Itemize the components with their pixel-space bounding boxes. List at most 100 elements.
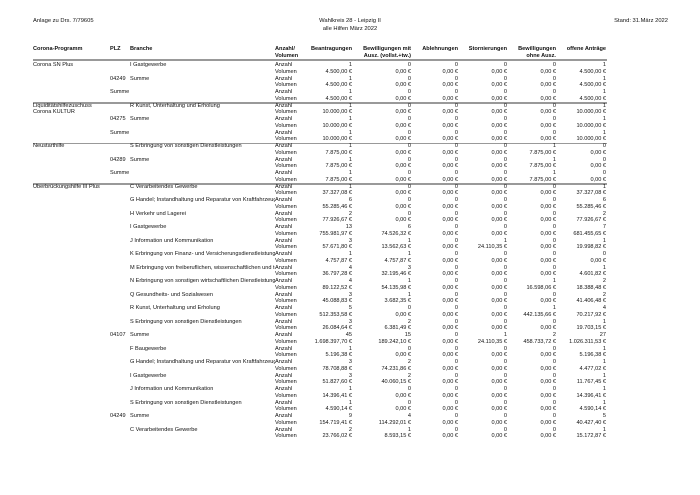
- volumen-value: 4.500,00 €: [325, 82, 352, 89]
- anzahl-value: 5: [348, 305, 352, 311]
- volumen-value: 0,00 €: [442, 68, 458, 75]
- table-row: Corona SN Plus I Gastgewerbe Anzahl 1 0 0 0 0 1: [0, 62, 700, 69]
- anzahl-value: 0: [503, 89, 507, 95]
- measure-label: Volumen: [275, 406, 297, 413]
- volumen-value: 24.110,35 €: [477, 338, 507, 345]
- table-row: Neustarthilfe S Erbringung von sonstigen …: [0, 143, 700, 150]
- anzahl-value: 0: [454, 345, 458, 352]
- table-row: Volumen 4.500,00 € 0,00 € 0,00 € 0,00 € 0,00 …: [0, 82, 700, 89]
- anzahl-value: 3: [348, 237, 352, 244]
- table-row: Volumen 7.875,00 € 0,00 € 0,00 € 0,00 € 7.875…: [0, 163, 700, 170]
- volumen-value: 3.682,35 €: [384, 298, 411, 305]
- anzahl-value: 0: [503, 197, 507, 203]
- measure-label: Volumen: [275, 163, 297, 170]
- anzahl-value: 0: [407, 156, 411, 163]
- measure-label: Volumen: [275, 284, 297, 291]
- anzahl-value: 1: [602, 237, 606, 244]
- volumen-value: 0,00 €: [491, 203, 507, 210]
- volumen-value: 1.026.311,53 €: [569, 338, 606, 345]
- volumen-value: 24.110,35 €: [477, 244, 507, 251]
- volumen-value: 57.671,80 €: [322, 244, 352, 251]
- volumen-value: 78.708,88 €: [322, 365, 352, 372]
- table-row: Volumen 36.797,28 € 32.195,46 € 0,00 € 0,00 …: [0, 271, 700, 278]
- volumen-value: 512.353,58 €: [319, 311, 352, 318]
- anzahl-value: 1: [407, 251, 411, 257]
- anzahl-value: 0: [552, 75, 556, 82]
- volumen-value: 0,00 €: [540, 352, 556, 359]
- volumen-value: 40.060,15 €: [381, 379, 411, 386]
- volumen-value: 0,00 €: [442, 311, 458, 318]
- volumen-value: 0,00 €: [590, 257, 606, 264]
- volumen-value: 755.981,97 €: [319, 230, 352, 237]
- volumen-value: 0,00 €: [395, 122, 411, 129]
- anzahl-value: 0: [552, 224, 556, 230]
- anzahl-value: 0: [503, 345, 507, 352]
- volumen-value: 0,00 €: [491, 284, 507, 291]
- volumen-value: 37.327,08 €: [322, 190, 352, 197]
- anzahl-value: 0: [454, 62, 458, 68]
- anzahl-value: 1: [348, 143, 352, 149]
- volumen-value: 0,00 €: [442, 163, 458, 170]
- anzahl-value: 0: [454, 386, 458, 392]
- measure-label: Anzahl: [275, 210, 293, 217]
- volumen-value: 5.196,38 €: [579, 352, 606, 359]
- anzahl-value: 0: [503, 251, 507, 257]
- anzahl-value: 1: [407, 291, 411, 298]
- table-row: Volumen 77.926,67 € 0,00 € 0,00 € 0,00 € 0,00…: [0, 217, 700, 224]
- anzahl-value: 3: [348, 291, 352, 298]
- volumen-value: 89.122,52 €: [322, 284, 352, 291]
- branche-cell: Q Gesundheits- und Sozialwesen: [130, 291, 214, 298]
- volumen-value: 14.396,41 €: [576, 392, 606, 399]
- anzahl-value: 1: [348, 156, 352, 163]
- measure-label: Volumen: [275, 257, 297, 264]
- table-row: H Verkehr und Lagerei Anzahl 2 0 0 0 0 2: [0, 211, 700, 218]
- table-row: R Kunst, Unterhaltung und Erholung Anzahl…: [0, 305, 700, 312]
- measure-label: Anzahl: [275, 237, 293, 244]
- table-row: Volumen 4.590,14 € 0,00 € 0,00 € 0,00 € 0,00 …: [0, 406, 700, 413]
- anzahl-value: 0: [552, 197, 556, 203]
- branche-cell: I Gastgewerbe: [130, 62, 167, 68]
- volumen-value: 0,00 €: [442, 419, 458, 426]
- volumen-value: 10.000,00 €: [576, 136, 606, 143]
- volumen-value: 77.926,67 €: [322, 217, 352, 224]
- volumen-value: 45.088,83 €: [322, 298, 352, 305]
- anzahl-value: 0: [454, 102, 458, 109]
- volumen-value: 40.427,40 €: [576, 419, 606, 426]
- volumen-value: 0,00 €: [491, 230, 507, 237]
- table-row: Volumen 45.088,83 € 3.682,35 € 0,00 € 0,00 €…: [0, 298, 700, 305]
- volumen-value: 0,00 €: [590, 163, 606, 170]
- volumen-value: 0,00 €: [442, 257, 458, 264]
- volumen-value: 0,00 €: [491, 190, 507, 197]
- table-row: Volumen 10.000,00 € 0,00 € 0,00 € 0,00 € 0,00…: [0, 123, 700, 130]
- anzahl-value: 0: [454, 426, 458, 433]
- table-row: Volumen 26.084,64 € 6.381,49 € 0,00 € 0,00 €…: [0, 325, 700, 332]
- anzahl-value: 4: [602, 305, 606, 311]
- plz-cell: Summe: [110, 170, 130, 176]
- anzahl-value: 0: [552, 426, 556, 433]
- branche-cell: J Information und Kommunikation: [130, 386, 214, 392]
- volumen-value: 70.217,92 €: [576, 311, 606, 318]
- col-branche: Branche: [130, 46, 153, 52]
- volumen-value: 458.733,72 €: [523, 338, 556, 345]
- anzahl-value: 0: [552, 345, 556, 352]
- col-bewilligungen-ohne: Bewilligungen ohne Ausz.: [496, 46, 556, 59]
- anzahl-value: 0: [503, 264, 507, 271]
- measure-label: Anzahl: [275, 318, 293, 325]
- anzahl-value: 1: [503, 332, 507, 338]
- anzahl-value: 0: [552, 237, 556, 244]
- branche-cell: I Gastgewerbe: [130, 224, 167, 230]
- volumen-value: 23.766,02 €: [322, 433, 352, 440]
- volumen-value: 0,00 €: [491, 311, 507, 318]
- volumen-value: 0,00 €: [540, 230, 556, 237]
- volumen-value: 0,00 €: [540, 95, 556, 102]
- volumen-value: 4.590,14 €: [579, 406, 606, 413]
- volumen-value: 74.526,32 €: [381, 230, 411, 237]
- table-row: Volumen 4.500,00 € 0,00 € 0,00 € 0,00 € 0,00 …: [0, 95, 700, 104]
- volumen-value: 0,00 €: [540, 190, 556, 197]
- plz-cell: 04289: [110, 156, 126, 163]
- measure-label: Anzahl: [275, 426, 293, 433]
- volumen-value: 4.601,82 €: [579, 271, 606, 278]
- anzahl-value: 1: [602, 183, 606, 190]
- table-row: I Gastgewerbe Anzahl 13 6 0 0 0 7: [0, 224, 700, 231]
- volumen-value: 0,00 €: [491, 149, 507, 156]
